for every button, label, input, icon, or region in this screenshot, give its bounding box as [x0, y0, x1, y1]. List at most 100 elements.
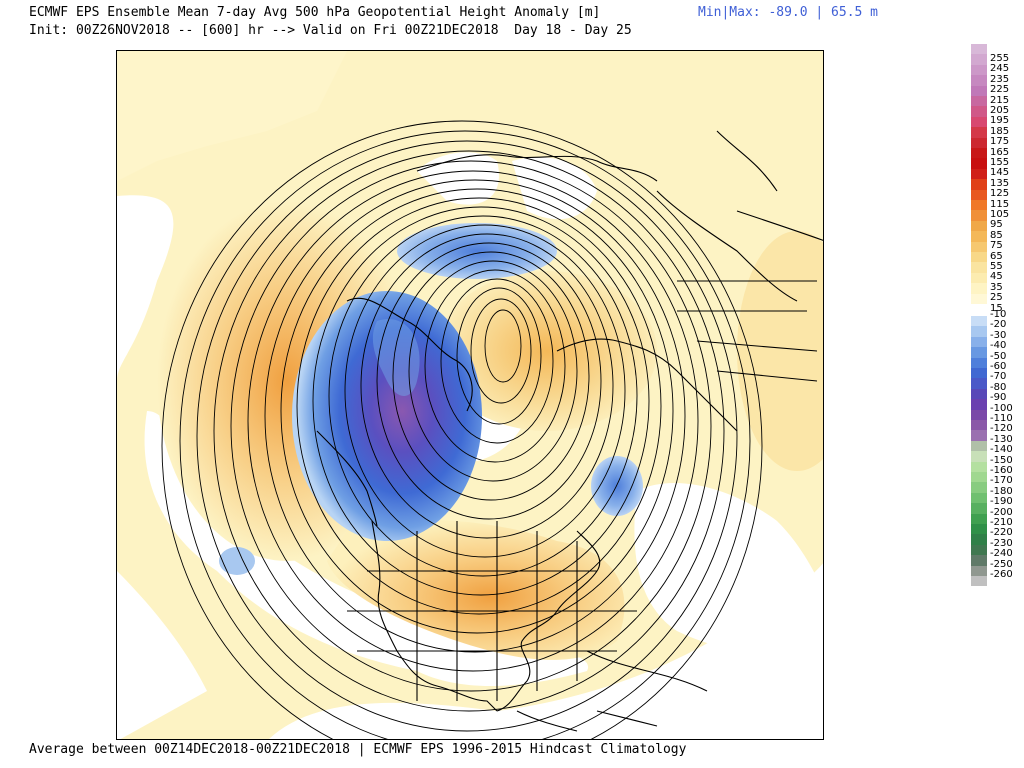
colorbar-label: 195	[990, 115, 1010, 127]
colorbar-label: 255	[990, 53, 1010, 64]
colorbar-swatch	[971, 54, 987, 65]
colorbar-label: 165	[990, 146, 1010, 158]
colorbar-label: 105	[990, 209, 1010, 220]
colorbar-label: 205	[990, 105, 1010, 116]
colorbar-swatch	[971, 189, 987, 200]
colorbar-label: -150	[990, 454, 1013, 466]
coastlines	[316, 130, 823, 732]
colorbar-label: 95	[990, 219, 1003, 231]
colorbar-label: 85	[990, 229, 1003, 241]
colorbar-label: 175	[990, 136, 1010, 148]
colorbar-label: -20	[990, 319, 1007, 331]
anomaly-map	[117, 51, 823, 739]
colorbar-swatch	[971, 440, 987, 452]
colorbar-swatch	[971, 388, 987, 400]
colorbar-label: -90	[990, 392, 1007, 404]
colorbar-label: -70	[990, 371, 1007, 383]
colorbar-label: -120	[990, 423, 1013, 435]
colorbar-swatch	[971, 316, 987, 327]
averaging-period-footer: Average between 00Z14DEC2018-00Z21DEC201…	[29, 742, 687, 757]
colorbar-swatch	[971, 420, 987, 431]
colorbar-label: 185	[990, 125, 1010, 137]
colorbar-swatch	[971, 64, 987, 76]
colorbar-label: 245	[990, 63, 1010, 75]
colorbar-label: -260	[990, 569, 1013, 580]
colorbar-label: -50	[990, 350, 1007, 362]
colorbar-label: -230	[990, 537, 1013, 549]
colorbar-swatch	[971, 347, 987, 358]
colorbar-label: 35	[990, 281, 1003, 293]
colorbar-swatch	[971, 503, 987, 514]
colorbar-label: -80	[990, 381, 1007, 393]
min-max-readout: Min|Max: -89.0 | 65.5 m	[698, 5, 879, 20]
colorbar-label: -100	[990, 402, 1013, 414]
colorbar-label: -170	[990, 475, 1013, 487]
colorbar-swatch	[971, 241, 987, 252]
colorbar-swatch	[971, 127, 987, 138]
colorbar-label: 65	[990, 250, 1003, 262]
colorbar-label: -220	[990, 527, 1013, 539]
colorbar-swatch	[971, 179, 987, 190]
colorbar-label: -180	[990, 485, 1013, 497]
colorbar-label: -140	[990, 444, 1013, 456]
colorbar-swatch	[971, 326, 987, 337]
colorbar-swatch	[971, 534, 987, 545]
colorbar-swatch	[971, 368, 987, 379]
colorbar-swatch	[971, 168, 987, 180]
colorbar-label: 145	[990, 167, 1010, 179]
colorbar-label: -110	[990, 413, 1013, 424]
colorbar-swatch	[971, 158, 987, 169]
colorbar-swatch	[971, 200, 987, 211]
colorbar-label: -160	[990, 465, 1013, 476]
colorbar-swatch	[971, 565, 987, 576]
colorbar-swatch	[971, 272, 987, 284]
colorbar-swatch	[971, 283, 987, 294]
height-contours	[161, 120, 763, 739]
colorbar-swatch	[971, 576, 987, 587]
colorbar-swatch	[971, 524, 987, 535]
colorbar-label: -60	[990, 361, 1007, 372]
colorbar-swatch	[971, 96, 987, 107]
colorbar-label: 115	[990, 198, 1010, 210]
colorbar-label: -200	[990, 506, 1013, 518]
colorbar-swatch	[971, 148, 987, 159]
colorbar-label: -130	[990, 433, 1013, 445]
colorbar-swatch	[971, 220, 987, 232]
colorbar-swatch	[971, 210, 987, 221]
colorbar-label: 155	[990, 157, 1010, 168]
colorbar-swatch	[971, 75, 987, 86]
colorbar-label: 235	[990, 73, 1010, 85]
colorbar-swatch	[971, 336, 987, 348]
colorbar	[971, 44, 987, 720]
colorbar-label: -190	[990, 496, 1013, 508]
colorbar-swatch	[971, 252, 987, 263]
colorbar-swatch	[971, 461, 987, 472]
init-valid-line: Init: 00Z26NOV2018 -- [600] hr --> Valid…	[29, 23, 632, 38]
colorbar-zero-band	[971, 304, 987, 316]
colorbar-swatch	[971, 513, 987, 524]
colorbar-swatch	[971, 544, 987, 556]
colorbar-swatch	[971, 116, 987, 128]
map-panel	[116, 50, 824, 740]
colorbar-label: 15	[990, 302, 1003, 314]
colorbar-label: 225	[990, 84, 1010, 96]
colorbar-label: 25	[990, 292, 1003, 304]
colorbar-label: -10	[990, 309, 1007, 320]
colorbar-swatch	[971, 231, 987, 242]
colorbar-swatch	[971, 262, 987, 273]
colorbar-swatch	[971, 555, 987, 566]
colorbar-label: 125	[990, 188, 1010, 200]
colorbar-swatch	[971, 482, 987, 493]
colorbar-label: 135	[990, 177, 1010, 189]
colorbar-label: -250	[990, 558, 1013, 570]
colorbar-swatch	[971, 378, 987, 389]
anomaly-shading	[117, 51, 823, 739]
colorbar-label: 75	[990, 240, 1003, 252]
colorbar-swatch	[971, 430, 987, 441]
colorbar-label: 215	[990, 94, 1010, 106]
colorbar-swatch	[971, 106, 987, 117]
colorbar-swatch	[971, 293, 987, 304]
colorbar-swatch	[971, 85, 987, 96]
colorbar-swatch	[971, 399, 987, 410]
colorbar-swatch	[971, 44, 987, 55]
